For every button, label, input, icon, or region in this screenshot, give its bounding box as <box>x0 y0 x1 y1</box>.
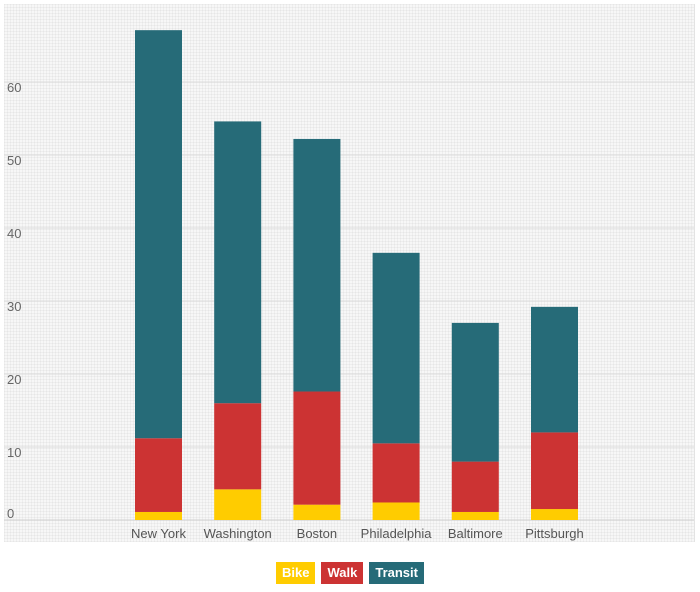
bar-transit-1[interactable] <box>214 121 262 404</box>
bar-transit-4[interactable] <box>451 322 499 462</box>
bar-walk-5[interactable] <box>531 432 578 510</box>
bar-walk-4[interactable] <box>451 461 499 512</box>
legend-item-walk[interactable]: Walk <box>321 562 364 584</box>
y-tick-label: 60 <box>7 80 21 95</box>
x-category-label: New York <box>131 526 186 541</box>
y-tick-label: 30 <box>7 299 21 314</box>
y-axis: 0 10 20 30 40 50 60 <box>7 80 21 521</box>
bar-walk-1[interactable] <box>214 403 262 490</box>
legend-item-bike[interactable]: Bike <box>276 562 316 584</box>
bar-transit-2[interactable] <box>293 138 341 392</box>
bars <box>135 30 578 520</box>
x-category-label: Baltimore <box>448 526 503 541</box>
y-tick-label: 40 <box>7 226 21 241</box>
y-tick-label: 50 <box>7 153 21 168</box>
x-category-label: Washington <box>204 526 272 541</box>
x-category-label: Philadelphia <box>361 526 433 541</box>
y-tick-label: 10 <box>7 445 21 460</box>
legend: Bike Walk Transit <box>0 562 700 584</box>
bar-bike-0[interactable] <box>135 511 182 520</box>
bar-transit-0[interactable] <box>135 30 182 439</box>
x-category-label: Boston <box>297 526 337 541</box>
bar-walk-0[interactable] <box>135 438 182 512</box>
bar-bike-4[interactable] <box>451 511 499 520</box>
chart-area: 0 10 20 30 40 50 60 New York Washington Boston Ph… <box>4 4 695 542</box>
bar-bike-2[interactable] <box>293 504 341 520</box>
y-tick-label: 0 <box>7 506 14 521</box>
gridlines <box>4 81 694 521</box>
bar-transit-5[interactable] <box>531 306 578 433</box>
bar-walk-3[interactable] <box>372 443 420 503</box>
x-category-label: Pittsburgh <box>525 526 584 541</box>
stacked-bar-chart: 0 10 20 30 40 50 60 New York Washington Boston Ph… <box>4 30 694 541</box>
bar-bike-1[interactable] <box>214 489 262 520</box>
legend-item-transit[interactable]: Transit <box>369 562 424 584</box>
bar-walk-2[interactable] <box>293 391 341 505</box>
x-axis: New York Washington Boston Philadelphia Balt… <box>131 526 584 541</box>
bar-bike-3[interactable] <box>372 502 420 520</box>
bar-bike-5[interactable] <box>531 509 578 520</box>
y-tick-label: 20 <box>7 372 21 387</box>
bar-transit-3[interactable] <box>372 252 420 444</box>
